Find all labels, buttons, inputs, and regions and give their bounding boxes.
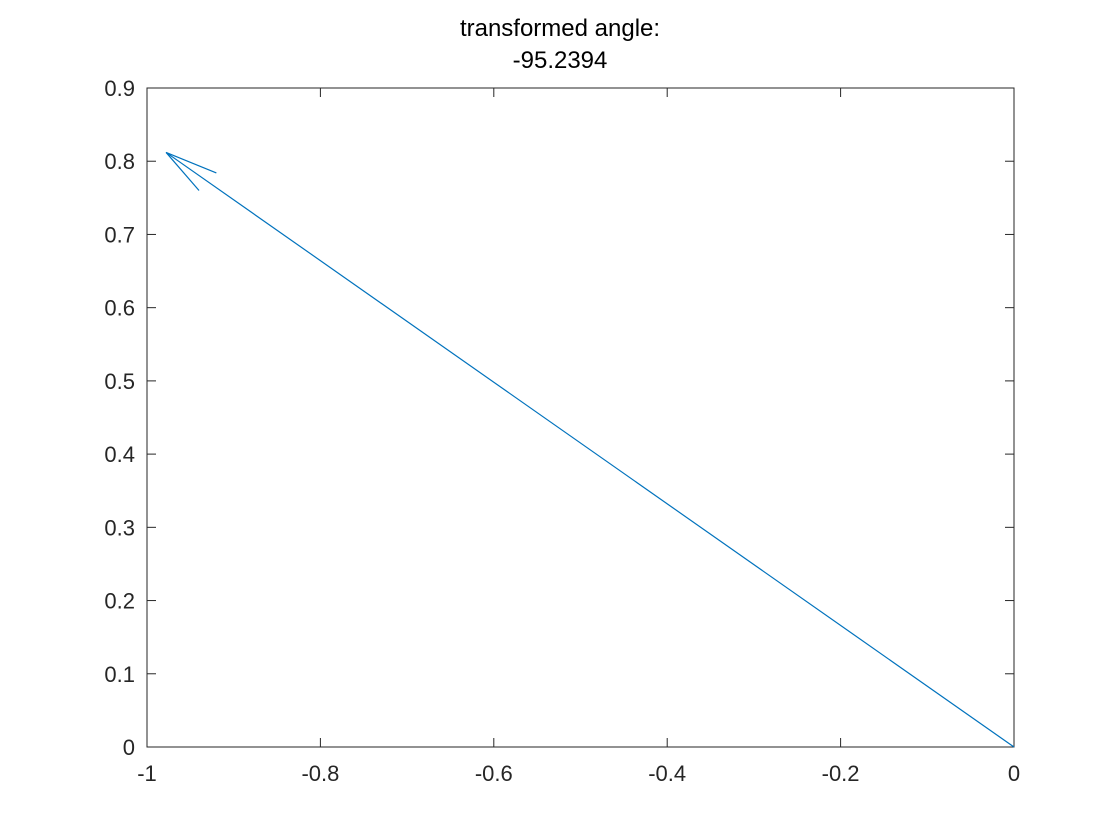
plot-series <box>165 151 1015 748</box>
y-tick-labels: 0 0.1 0.2 0.3 0.4 0.5 0.6 0.7 0.8 0.9 <box>104 76 135 760</box>
y-tick-label: 0.3 <box>104 515 135 540</box>
x-tick-label: -0.4 <box>648 761 686 786</box>
y-tick-label: 0.7 <box>104 222 135 247</box>
tick-marks <box>146 87 1015 748</box>
x-tick-label: -0.8 <box>301 761 339 786</box>
y-tick-label: 0.2 <box>104 589 135 614</box>
y-tick-label: 0.1 <box>104 662 135 687</box>
arrow-shaft <box>165 151 1015 748</box>
x-tick-label: -0.6 <box>475 761 513 786</box>
chart-title-line-2: -95.2394 <box>512 47 608 74</box>
y-tick-label: 0.5 <box>104 369 135 394</box>
x-tick-label: -1 <box>137 761 157 786</box>
x-tick-label: -0.2 <box>822 761 860 786</box>
y-tick-label: 0.6 <box>104 296 135 321</box>
y-tick-label: 0 <box>123 735 135 760</box>
arrowhead-barb <box>165 152 200 191</box>
arrowhead-barb <box>165 151 217 174</box>
x-tick-labels: -1 -0.8 -0.6 -0.4 -0.2 0 <box>137 761 1020 786</box>
axes-box <box>146 87 1015 748</box>
y-tick-label: 0.8 <box>104 149 135 174</box>
x-tick-label: 0 <box>1008 761 1020 786</box>
y-tick-label: 0.4 <box>104 442 135 467</box>
y-tick-label: 0.9 <box>104 76 135 101</box>
chart-title-line-1: transformed angle: <box>459 15 661 42</box>
